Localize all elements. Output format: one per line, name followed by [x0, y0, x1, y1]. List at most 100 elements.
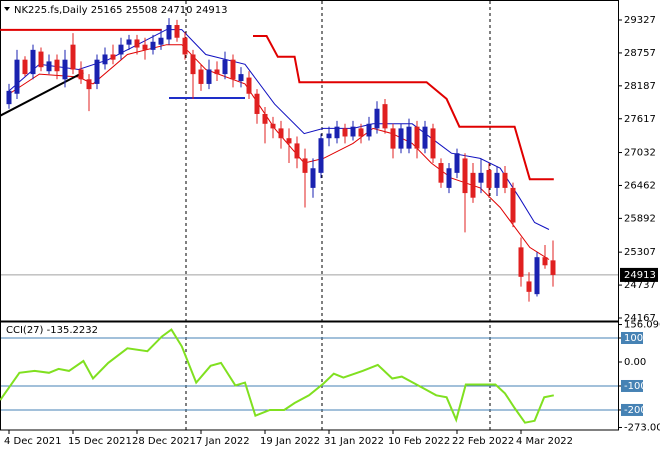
candle-body: [350, 126, 356, 137]
cci-pane: [0, 321, 619, 431]
candle-body: [198, 69, 204, 84]
y-tick-label: 24167: [624, 313, 656, 324]
candle-body: [118, 44, 124, 55]
x-tick-label: 19 Jan 2022: [260, 436, 320, 447]
cci-header: CCI(27) -135.2232: [6, 325, 98, 336]
open: 25165: [91, 5, 123, 16]
candle-body: [286, 138, 292, 144]
x-tick-label: 22 Feb 2022: [452, 436, 514, 447]
candle-body: [110, 54, 116, 60]
candle-body: [230, 59, 236, 80]
candle-body: [518, 247, 524, 277]
candle-body: [54, 59, 60, 72]
candle-body: [246, 77, 252, 94]
candle-body: [214, 69, 220, 75]
cci-level-box: [621, 332, 643, 345]
x-tick-label: 15 Dec 2021: [68, 436, 132, 447]
cci-y-tick-label: 0.00: [624, 357, 646, 368]
candle-body: [134, 39, 140, 48]
candle-body: [30, 49, 36, 75]
cci-y-tick-label: 156.0965: [624, 320, 660, 331]
candle-body: [550, 260, 556, 275]
candle-body: [502, 172, 508, 188]
x-tick-label: 4 Mar 2022: [516, 436, 573, 447]
candle-body: [526, 281, 532, 292]
candle-body: [38, 51, 44, 68]
candle-body: [478, 172, 484, 183]
y-tick-label: 28187: [624, 81, 656, 92]
candle-body: [470, 172, 476, 198]
candle-body: [6, 90, 12, 105]
indicator-line: [0, 28, 554, 181]
cci-y-tick-label: -100: [624, 381, 647, 392]
main-pane: [0, 0, 619, 322]
y-tick-label: 25307: [624, 247, 656, 258]
candle-body: [86, 79, 92, 90]
candle-body: [14, 59, 20, 94]
candle-body: [158, 37, 164, 45]
candle-body: [206, 69, 212, 84]
indicator-line: [0, 71, 84, 117]
header-icon: [4, 7, 10, 11]
candle-body: [318, 138, 324, 173]
current-price-label: 24913: [624, 270, 656, 281]
candle-body: [510, 187, 516, 223]
candle-body: [374, 108, 380, 129]
candle-body: [166, 25, 172, 40]
candle-body: [446, 168, 452, 188]
candle-body: [454, 153, 460, 173]
cci-label: CCI(27): [6, 325, 44, 336]
close: 24913: [196, 5, 228, 16]
candle-body: [102, 54, 108, 65]
candle-body: [254, 93, 260, 114]
candle-body: [22, 59, 28, 75]
candle-body: [326, 133, 332, 139]
y-tick-label: 24737: [624, 280, 656, 291]
candle-body: [390, 128, 396, 149]
y-tick-label: 27032: [624, 148, 656, 159]
y-tick-label: 28757: [624, 48, 656, 59]
x-tick-label: 4 Dec 2021: [4, 436, 62, 447]
candle-body: [422, 126, 428, 149]
candle-body: [262, 113, 268, 124]
cci-level-box: [621, 379, 643, 392]
y-tick-label: 26462: [624, 180, 656, 191]
candle-body: [78, 69, 84, 80]
candle-body: [366, 123, 372, 137]
candle-body: [126, 39, 132, 45]
cci-line: [0, 328, 555, 424]
cci-current: -135.2232: [47, 325, 98, 336]
candle-body: [222, 59, 228, 75]
cci-y-tick-label: -200: [624, 405, 647, 416]
y-tick-label: 27617: [624, 114, 656, 125]
cci-y-tick-label: 100: [624, 333, 643, 344]
candle-body: [270, 123, 276, 129]
header: NK225.fs,Daily 25165 25508 24710 24913: [14, 5, 228, 16]
candle-body: [534, 257, 540, 295]
candle-body: [62, 59, 68, 80]
candle-body: [182, 37, 188, 55]
candle-body: [142, 44, 148, 50]
low: 24710: [161, 5, 193, 16]
x-tick-label: 31 Jan 2022: [324, 436, 384, 447]
candle-body: [358, 128, 364, 137]
x-tick-label: 7 Jan 2022: [196, 436, 250, 447]
candle-body: [94, 59, 100, 84]
y-tick-label: 29327: [624, 15, 656, 26]
candle-body: [430, 128, 436, 159]
x-tick-label: 28 Dec 2021: [132, 436, 196, 447]
candle-body: [334, 126, 340, 139]
candle-body: [174, 25, 180, 38]
current-price-box: [620, 267, 658, 282]
candle-body: [486, 169, 492, 188]
high: 25508: [126, 5, 158, 16]
cci-y-tick-label: -273.0024: [624, 422, 660, 433]
cci-level-box: [621, 403, 643, 416]
x-tick-label: 10 Feb 2022: [388, 436, 450, 447]
candle-body: [46, 61, 52, 72]
candle-body: [70, 44, 76, 70]
candle-body: [294, 143, 300, 159]
candle-body: [238, 74, 244, 82]
symbol: NK225.fs,Daily: [14, 5, 88, 16]
